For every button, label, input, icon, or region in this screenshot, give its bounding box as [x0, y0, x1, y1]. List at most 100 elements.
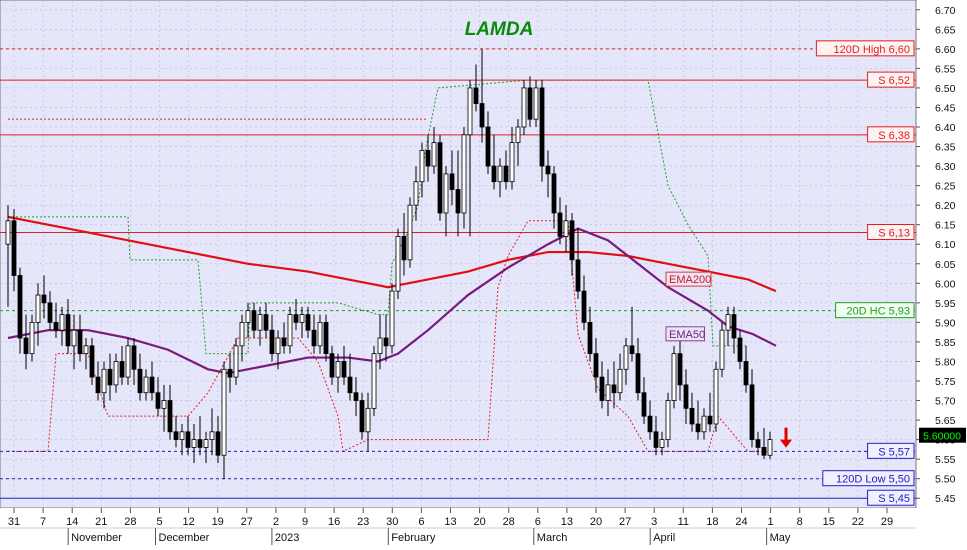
candle-body: [179, 431, 185, 441]
x-tick-label: 11: [678, 516, 689, 528]
candle-body: [761, 447, 767, 456]
x-tick-label: 27: [619, 516, 631, 528]
level-label-box: [867, 489, 915, 506]
candle-body: [743, 361, 749, 386]
candle: [41, 275, 47, 319]
candle: [119, 345, 125, 385]
candle: [677, 338, 683, 401]
candle: [413, 166, 419, 221]
candle: [647, 400, 653, 440]
candle: [233, 338, 239, 385]
candle-body: [395, 236, 401, 292]
candle: [671, 345, 677, 409]
candle-body: [707, 415, 713, 425]
y-tick-label: 6.15: [935, 220, 956, 232]
candle-body: [263, 314, 269, 331]
candle: [689, 392, 695, 432]
y-tick-label: 5.90: [935, 317, 956, 329]
candle-body: [293, 314, 299, 323]
candle-body: [215, 431, 221, 456]
level-label-box: [835, 302, 915, 319]
candle-body: [479, 103, 485, 128]
x-axis: 31 7 14 21 28 5 12 19 27 2 9 16 23 30 6 13 20 28 6 13 20 27 3 1…: [0, 508, 967, 545]
candle: [461, 127, 467, 229]
candle: [353, 377, 359, 417]
level-label: 120D Low 5,50: [836, 474, 910, 486]
candle-body: [359, 400, 365, 433]
candle-body: [197, 439, 203, 448]
candle: [335, 353, 341, 393]
x-tick-label: 21: [95, 516, 107, 528]
month-label: February: [391, 532, 436, 544]
x-tick-label: 2: [273, 516, 279, 528]
candle: [575, 228, 581, 299]
x-tick-label: 30: [386, 516, 398, 528]
candle-body: [239, 321, 245, 347]
candle-body: [701, 415, 707, 433]
candle-body: [659, 439, 665, 448]
ema-lines: [7, 215, 777, 375]
candle: [149, 361, 155, 401]
candle-body: [641, 392, 647, 417]
month-label: May: [770, 532, 791, 544]
candles: [5, 48, 773, 479]
candle: [89, 338, 95, 385]
level-label: 20D HC 5,93: [846, 306, 910, 318]
candle-body: [437, 142, 443, 214]
candle-body: [491, 165, 497, 183]
month-label: April: [653, 532, 675, 544]
candle-body: [113, 361, 119, 386]
candle: [479, 48, 485, 143]
x-tick-label: 31: [8, 516, 20, 528]
y-tick-label: 6.00: [935, 278, 956, 290]
candle-body: [65, 314, 71, 347]
candle-body: [617, 368, 623, 394]
x-tick-label: 8: [797, 516, 803, 528]
x-tick-label: 29: [881, 516, 893, 528]
ema-label-box: [665, 271, 712, 287]
candle: [35, 283, 41, 346]
ema-label: EMA50: [669, 329, 705, 341]
candle-body: [719, 329, 725, 370]
candle: [755, 431, 761, 456]
candle-body: [71, 329, 77, 347]
candle-body: [83, 345, 89, 355]
x-tick-label: 24: [735, 516, 747, 528]
x-tick-label: 6: [418, 516, 424, 528]
candle-body: [629, 345, 635, 355]
y-tick-label: 5.50: [935, 474, 956, 486]
y-tick-label: 6.60: [935, 44, 956, 56]
y-tick-label: 6.05: [935, 259, 956, 271]
candle: [77, 314, 83, 362]
candle: [743, 345, 749, 393]
candle-body: [95, 376, 101, 394]
candle-body: [77, 329, 83, 355]
candle-body: [155, 392, 161, 409]
stop-band-line: [8, 79, 748, 355]
candle: [113, 353, 119, 393]
candle-body: [737, 337, 743, 362]
candle-body: [149, 376, 155, 394]
candle-body: [485, 126, 491, 167]
y-tick-label: 6.50: [935, 83, 956, 95]
candle: [263, 302, 269, 339]
candle: [497, 158, 503, 198]
candle-body: [557, 212, 563, 237]
candle-body: [161, 400, 167, 409]
candle: [611, 361, 617, 409]
chart-title: LAMDA: [465, 19, 534, 40]
candle-body: [593, 353, 599, 378]
candle-body: [689, 407, 695, 425]
candle: [11, 209, 17, 292]
x-tick-label: 19: [212, 516, 224, 528]
level-label: 120D High 6,60: [834, 44, 910, 56]
candle-body: [137, 368, 143, 394]
candle: [209, 408, 215, 456]
x-tick-label: 22: [852, 516, 864, 528]
candle: [395, 228, 401, 299]
candle: [95, 361, 101, 401]
candle: [623, 338, 629, 385]
level-labels: 120D High 6,60 S 6,52 S 6,38 S 6,13 20D HC 5…: [665, 40, 915, 506]
candle-body: [323, 321, 329, 355]
candle-body: [425, 150, 431, 167]
